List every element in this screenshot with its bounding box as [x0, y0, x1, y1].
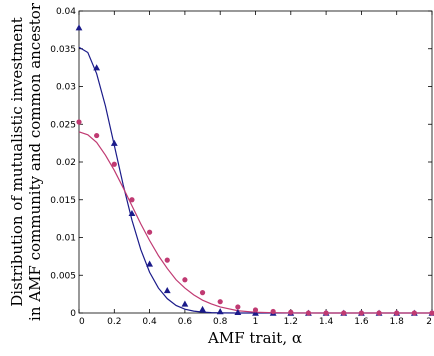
data-points	[75, 24, 434, 316]
series-0-fit-curve	[78, 46, 432, 314]
y-tick-label-6: 0.03	[56, 83, 76, 93]
y-tick-label-1: 0.005	[50, 271, 76, 281]
x-tick-label-0: 0	[79, 317, 85, 327]
x-tick-label-3: 0.6	[178, 317, 193, 327]
x-tick-label-8: 1.6	[354, 317, 369, 327]
series-0-point-7	[199, 305, 206, 312]
series-1-point-15	[341, 310, 347, 316]
series-0-point-6	[181, 300, 189, 307]
series-1-point-12	[288, 309, 294, 315]
series-1-point-9	[235, 304, 241, 310]
y-axis-title-line-2: in AMF community and common ancestor	[26, 2, 44, 321]
y-tick-label-0: 0	[70, 309, 76, 319]
series-1-point-7	[199, 290, 206, 296]
x-tick-label-4: 0.8	[213, 317, 228, 327]
series-1-point-14	[323, 310, 329, 316]
series-1-point-4	[147, 229, 153, 235]
x-tick-label-1: 0.2	[107, 317, 121, 327]
y-axis-ticks: 0 0.005 0.01 0.015 0.02 0.025 0.03 0.035 0.04	[50, 7, 432, 319]
series-1-point-20	[429, 310, 434, 316]
x-axis-ticks: 0 0.2 0.4 0.6 0.8 1 1.2 1.4 1.6 1.8 2	[78, 11, 433, 327]
series-0-point-5	[163, 286, 171, 294]
series-1-point-1	[94, 132, 100, 139]
series-0-point-1	[93, 64, 101, 71]
y-tick-label-3: 0.015	[50, 196, 76, 206]
series-1-point-2	[111, 161, 117, 167]
series-0-point-10	[252, 309, 259, 316]
series-0-point-0	[75, 24, 83, 31]
fit-curves	[78, 46, 432, 314]
plot-frame	[78, 10, 433, 314]
y-axis-title-line-1: Distribution of mutualistic investment	[8, 17, 26, 307]
x-tick-label-9: 1.8	[390, 317, 405, 327]
series-1-point-16	[358, 310, 364, 316]
x-tick-label-6: 1.2	[284, 317, 298, 327]
series-1-point-17	[376, 310, 382, 316]
series-0-point-9	[234, 308, 242, 315]
series-1-point-3	[129, 197, 135, 203]
series-0-point-4	[146, 260, 153, 267]
y-tick-label-7: 0.035	[50, 45, 76, 55]
x-tick-label-7: 1.4	[319, 317, 334, 327]
y-tick-label-5: 0.025	[50, 120, 76, 130]
series-0-point-2	[110, 139, 118, 146]
series-1-point-11	[270, 308, 276, 315]
series-1-point-8	[217, 299, 223, 305]
series-1-point-18	[394, 310, 400, 316]
series-1-point-6	[182, 277, 188, 283]
series-1-point-13	[305, 310, 312, 316]
x-tick-label-2: 0.4	[142, 317, 157, 327]
series-1-point-5	[164, 257, 170, 263]
x-tick-label-5: 1	[253, 317, 259, 327]
series-0-point-3	[128, 209, 136, 217]
series-1-point-19	[411, 310, 417, 316]
series-1-point-0	[76, 119, 82, 125]
y-tick-label-8: 0.04	[56, 7, 76, 17]
x-axis-title: AMF trait, α	[207, 329, 302, 347]
x-tick-label-10: 2	[426, 317, 432, 327]
series-1-fit-curve	[78, 131, 432, 314]
y-tick-label-2: 0.01	[56, 234, 76, 244]
series-1-point-10	[252, 307, 259, 313]
y-tick-label-4: 0.02	[56, 158, 76, 168]
series-0-point-8	[216, 308, 224, 315]
